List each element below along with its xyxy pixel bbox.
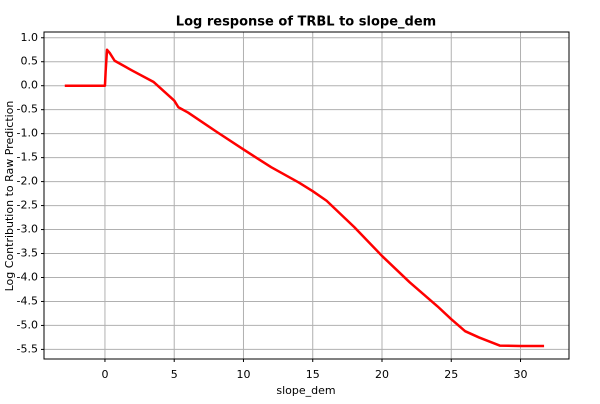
y-tick-label: -5.5: [17, 342, 38, 355]
data-line: [64, 48, 545, 348]
y-axis-label: Log Contribution to Raw Prediction: [3, 101, 16, 292]
y-tick-label: -5.0: [17, 318, 38, 331]
chart-title: Log response of TRBL to slope_dem: [176, 15, 436, 30]
y-tick-label: -4.0: [17, 270, 38, 283]
y-tick-label: -2.0: [17, 175, 38, 188]
x-tick-label: 30: [514, 368, 528, 381]
x-tick-label: 15: [306, 368, 320, 381]
x-tick-label: 20: [375, 368, 389, 381]
y-tick-label: 0.5: [21, 55, 39, 68]
x-tick-label: 10: [236, 368, 250, 381]
y-tick-label: -4.5: [17, 294, 38, 307]
x-tick-label: 5: [171, 368, 178, 381]
x-tick-label: 0: [101, 368, 108, 381]
y-tick-label: -3.5: [17, 247, 38, 260]
y-tick-label: -0.5: [17, 103, 38, 116]
y-tick-label: -1.0: [17, 127, 38, 140]
y-tick-label: 0.0: [21, 79, 39, 92]
plot-frame: [43, 31, 570, 360]
x-axis-label: slope_dem: [276, 384, 335, 397]
x-tick-label: 25: [444, 368, 458, 381]
y-tick-label: -3.0: [17, 223, 38, 236]
y-tick-label: 1.0: [21, 31, 39, 44]
y-tick-label: -1.5: [17, 151, 38, 164]
y-tick-label: -2.5: [17, 199, 38, 212]
